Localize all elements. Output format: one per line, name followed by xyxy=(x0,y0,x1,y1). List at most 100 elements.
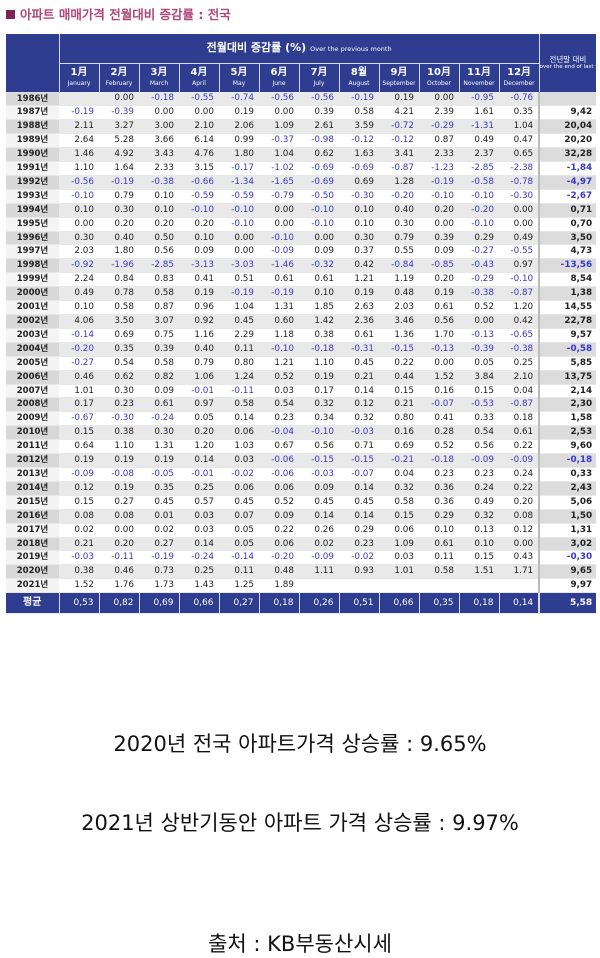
year-cell: 2012년 xyxy=(6,453,59,468)
value-cell: -0.65 xyxy=(499,328,540,343)
average-value-cell: 0,53 xyxy=(58,592,99,615)
month-header-en: August xyxy=(348,80,370,87)
value-cell: 0.16 xyxy=(419,384,459,399)
table-row: 2000년 0.49 0.78 0.58 0.19 -0.19 -0.19 0.10 0.19 0… xyxy=(6,286,597,302)
value-cell: 0.24 xyxy=(459,481,499,496)
value-cell: -0.19 xyxy=(219,286,259,302)
value-cell: 0.42 xyxy=(499,314,540,329)
average-value-cell: 0,14 xyxy=(498,592,540,615)
value-cell: 0.44 xyxy=(379,370,419,385)
value-cell: -0.84 xyxy=(379,258,419,274)
value-cell: 3.46 xyxy=(379,314,419,329)
value-cell: -0.19 xyxy=(99,175,139,190)
value-cell: -0.56 xyxy=(259,92,299,107)
value-cell: 0.00 xyxy=(499,217,540,232)
value-cell: 0.00 xyxy=(419,92,459,107)
value-cell: 1.16 xyxy=(179,328,219,343)
month-header-kr: 1月 xyxy=(70,67,88,78)
value-cell: 0.69 xyxy=(339,175,379,190)
table-row: 1998년 -0.92 -1.96 -2.85 -3.13 -3.03 -1.46 -0.32… xyxy=(6,258,597,274)
year-total-cell: -0,18 xyxy=(538,453,597,468)
value-cell: 0.12 xyxy=(339,397,379,413)
value-cell: -0.01 xyxy=(179,384,219,399)
value-cell: 3.84 xyxy=(459,370,499,385)
value-cell: -0.14 xyxy=(59,328,99,343)
value-cell: 0.52 xyxy=(419,439,459,455)
value-cell: 0.30 xyxy=(139,425,179,441)
value-cell: 0.20 xyxy=(419,203,459,218)
value-cell: -0.10 xyxy=(259,231,299,246)
value-cell: 0.20 xyxy=(99,217,139,232)
value-cell: -0.38 xyxy=(459,286,499,302)
value-cell: 0.34 xyxy=(299,411,339,427)
value-cell: 1.43 xyxy=(179,578,219,594)
month-header-cell: 6月 June xyxy=(258,63,299,92)
value-cell: -0.55 xyxy=(179,92,219,107)
value-cell: 0.30 xyxy=(379,217,419,232)
year-cell: 2019년 xyxy=(6,550,59,566)
year-total-cell: -1,84 xyxy=(538,161,597,176)
value-cell: 0.45 xyxy=(339,356,379,371)
value-cell: -0.69 xyxy=(299,175,339,190)
year-total-cell xyxy=(538,92,597,107)
average-value-cell: 0,69 xyxy=(138,592,179,615)
value-cell: 1.19 xyxy=(379,272,419,288)
value-cell: -0.38 xyxy=(499,342,540,357)
value-cell: -0.10 xyxy=(219,203,259,218)
year-cell: 2021년 xyxy=(6,578,59,594)
value-cell: -0.11 xyxy=(99,550,139,566)
value-cell: 0.30 xyxy=(339,231,379,246)
value-cell: 0.00 xyxy=(259,105,299,121)
value-cell: -0.27 xyxy=(59,356,99,371)
year-cell: 1994년 xyxy=(6,203,59,218)
value-cell: 0.24 xyxy=(499,467,540,482)
value-cell: 0.64 xyxy=(59,439,99,455)
year-total-cell: 1,38 xyxy=(538,286,597,302)
value-cell: 0.29 xyxy=(459,231,499,246)
value-cell: 1.24 xyxy=(219,370,259,385)
month-header-cell: 2月 February xyxy=(98,63,139,92)
value-cell: -0.31 xyxy=(339,342,379,357)
value-cell: 1.46 xyxy=(59,147,99,163)
value-cell: 0.58 xyxy=(139,356,179,371)
value-cell: 0.93 xyxy=(339,564,379,580)
value-cell: 1.42 xyxy=(299,314,339,329)
value-cell: -0.74 xyxy=(219,92,259,107)
value-cell: 0.10 xyxy=(179,231,219,246)
value-cell: 0.40 xyxy=(179,342,219,357)
value-cell: 0.15 xyxy=(59,495,99,510)
value-cell: 1.31 xyxy=(139,439,179,455)
value-cell: 0.39 xyxy=(299,105,339,121)
table-row: 2015년 0.15 0.27 0.45 0.57 0.45 0.52 0.45 0.45 0.5… xyxy=(6,495,597,510)
value-cell: -0.24 xyxy=(179,550,219,566)
value-cell: -0.69 xyxy=(299,161,339,176)
value-cell: -1.96 xyxy=(99,258,139,274)
value-cell: -0.21 xyxy=(379,453,419,468)
year-total-cell: 3,02 xyxy=(538,537,597,552)
value-cell xyxy=(299,578,339,594)
year-total-cell: 32,28 xyxy=(538,147,597,163)
value-cell: 0.25 xyxy=(179,481,219,496)
value-cell: 0.50 xyxy=(139,231,179,246)
value-cell: 0.15 xyxy=(459,384,499,399)
value-cell: -0.10 xyxy=(219,217,259,232)
value-cell: -0.72 xyxy=(379,119,419,135)
value-cell: 0.39 xyxy=(419,231,459,246)
value-cell: 3.07 xyxy=(139,314,179,329)
table-row: 2002년 4.06 3.50 3.07 0.92 0.45 0.60 1.42 2.36 3.4… xyxy=(6,314,597,329)
table-row: 2004년 -0.20 0.35 0.39 0.40 0.11 -0.10 -0.18 -0.3… xyxy=(6,342,597,357)
value-cell: -0.87 xyxy=(499,397,540,413)
value-cell: 0.29 xyxy=(339,523,379,538)
value-cell: 0.36 xyxy=(419,481,459,496)
value-cell: 3.27 xyxy=(99,119,139,135)
value-cell: 0.01 xyxy=(139,509,179,524)
value-cell: -0.06 xyxy=(259,467,299,482)
value-cell: 0.45 xyxy=(219,495,259,510)
value-cell: 0.19 xyxy=(139,453,179,468)
year-cell: 2004년 xyxy=(6,342,59,357)
value-cell: 1.21 xyxy=(259,356,299,371)
table-body: 1986년 0.00 -0.18 -0.55 -0.74 -0.56 -0.56 -0.19 0… xyxy=(6,92,597,615)
main-header-sub: Over the previous month xyxy=(310,44,392,53)
value-cell: 0.78 xyxy=(99,286,139,302)
value-cell: -0.09 xyxy=(59,467,99,482)
